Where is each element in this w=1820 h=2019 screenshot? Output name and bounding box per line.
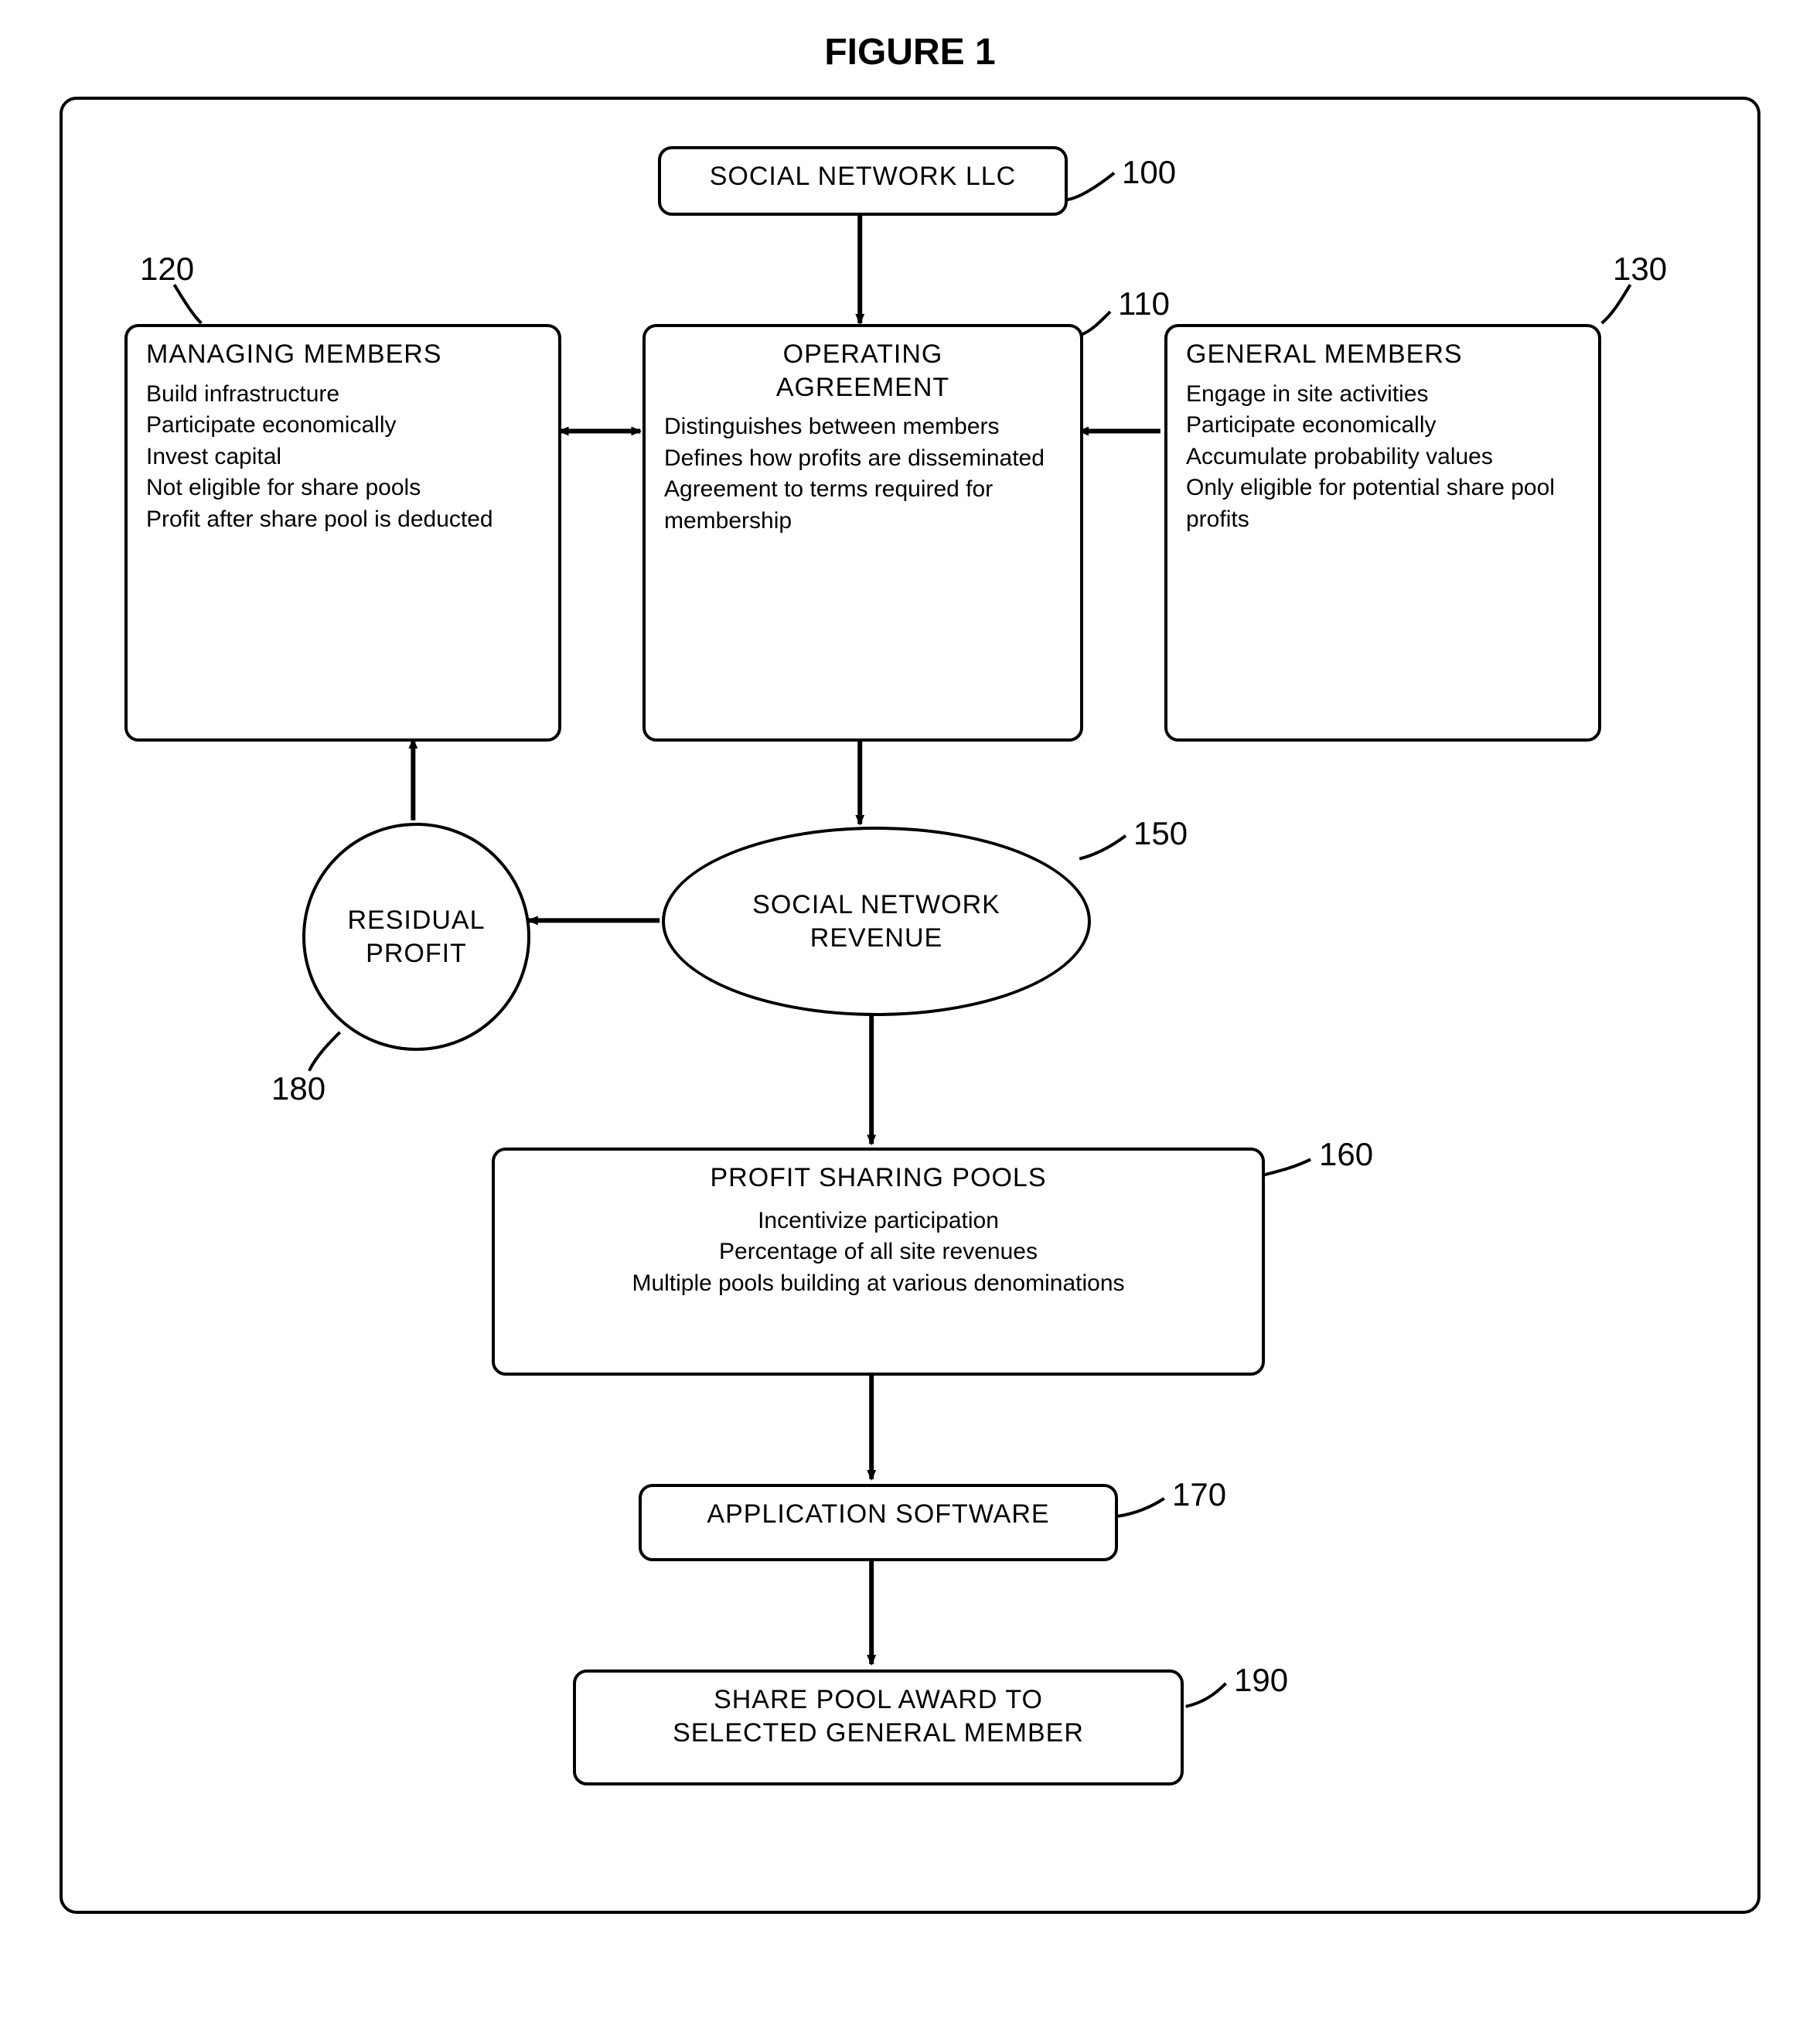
node-title: APPLICATION SOFTWARE: [642, 1487, 1115, 1539]
ref-label-150: 150: [1133, 815, 1188, 852]
ref-label-130: 130: [1613, 251, 1667, 288]
node-n190: SHARE POOL AWARD TOSELECTED GENERAL MEMB…: [573, 1669, 1184, 1785]
node-title: OPERATINGAGREEMENT: [646, 327, 1080, 411]
node-title: SOCIAL NETWORK LLC: [661, 149, 1065, 201]
node-n130: GENERAL MEMBERSEngage in site activities…: [1164, 324, 1601, 742]
node-title: MANAGING MEMBERS: [128, 327, 558, 379]
node-body: Build infrastructureParticipate economic…: [128, 379, 558, 548]
ref-label-160: 160: [1319, 1136, 1373, 1173]
label-leader: [1081, 312, 1110, 335]
ref-label-170: 170: [1172, 1476, 1226, 1513]
figure-title: FIGURE 1: [31, 31, 1789, 73]
node-n110: OPERATINGAGREEMENTDistinguishes between …: [642, 324, 1083, 742]
ref-label-120: 120: [140, 251, 194, 288]
label-leader: [1064, 173, 1114, 200]
label-leader: [1602, 285, 1631, 323]
ref-label-100: 100: [1122, 154, 1176, 191]
node-n160: PROFIT SHARING POOLSIncentivize particip…: [492, 1148, 1265, 1376]
ref-label-110: 110: [1118, 285, 1170, 322]
node-n170: APPLICATION SOFTWARE: [639, 1484, 1118, 1561]
node-title: PROFIT SHARING POOLS: [495, 1151, 1262, 1202]
label-leader: [1118, 1499, 1164, 1516]
node-body: Incentivize participationPercentage of a…: [495, 1202, 1262, 1312]
ref-label-180: 180: [271, 1070, 325, 1107]
ref-label-190: 190: [1234, 1662, 1288, 1699]
node-title: SHARE POOL AWARD TOSELECTED GENERAL MEMB…: [576, 1673, 1181, 1757]
node-body: Engage in site activitiesParticipate eco…: [1167, 379, 1598, 548]
node-n100: SOCIAL NETWORK LLC: [658, 146, 1068, 216]
node-n120: MANAGING MEMBERSBuild infrastructurePart…: [124, 324, 561, 742]
node-n150: SOCIAL NETWORKREVENUE: [662, 827, 1091, 1016]
diagram-container: SOCIAL NETWORK LLC OPERATINGAGREEMENTDist…: [60, 97, 1760, 1914]
node-title: GENERAL MEMBERS: [1167, 327, 1598, 379]
label-leader: [1186, 1683, 1226, 1707]
label-leader: [309, 1032, 340, 1071]
label-leader: [1264, 1159, 1310, 1175]
label-leader: [174, 285, 201, 323]
node-n180: RESIDUALPROFIT: [302, 823, 530, 1051]
label-leader: [1079, 836, 1126, 859]
node-body: Distinguishes between membersDefines how…: [646, 411, 1080, 549]
